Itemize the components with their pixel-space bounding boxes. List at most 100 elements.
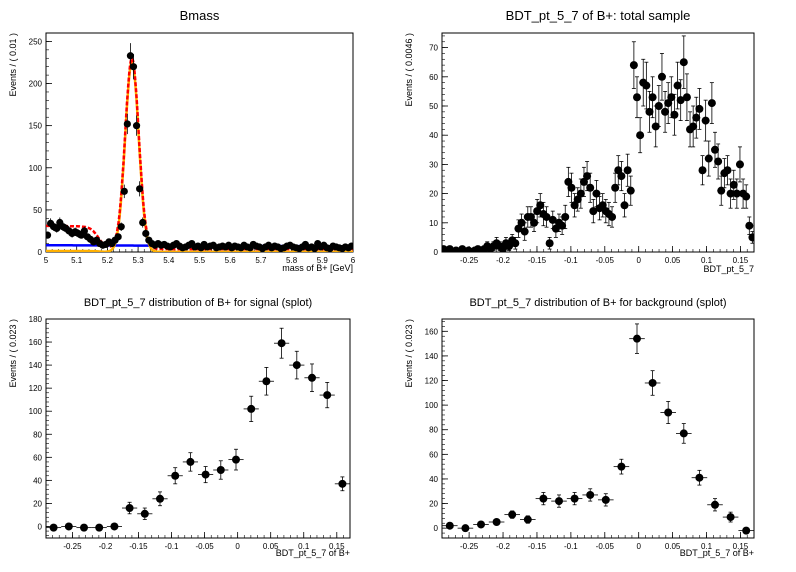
plot-area <box>442 35 754 252</box>
point-marker <box>589 207 598 216</box>
point-marker <box>308 373 316 382</box>
point-marker <box>726 513 735 522</box>
point-marker <box>651 122 660 131</box>
point-marker <box>657 72 666 81</box>
point-marker <box>517 218 526 227</box>
x-tick-label: 0.15 <box>733 542 749 551</box>
point-marker <box>673 81 682 90</box>
point-marker <box>126 52 135 60</box>
x-tick-label: 0.15 <box>733 256 749 265</box>
point-marker <box>623 166 632 175</box>
point-marker <box>545 239 554 248</box>
x-tick-label: -0.15 <box>129 542 148 551</box>
x-tick-label: -0.2 <box>99 542 113 551</box>
data-point <box>53 224 61 233</box>
point-marker <box>679 429 688 438</box>
y-tick-label: 180 <box>29 315 43 324</box>
data-point <box>608 206 617 228</box>
x-axis-label: mass of B+ [GeV] <box>282 263 353 273</box>
point-marker <box>508 510 517 519</box>
data-point <box>551 494 567 508</box>
point-marker <box>726 189 735 198</box>
point-marker <box>511 239 520 248</box>
data-point <box>654 85 663 127</box>
x-tick-label: -0.15 <box>528 542 547 551</box>
data-point <box>530 213 539 232</box>
data-point <box>182 452 198 472</box>
point-marker <box>661 107 670 116</box>
data-point <box>726 178 735 209</box>
x-tick-label: 5.1 <box>71 256 83 265</box>
data-point <box>701 99 710 142</box>
x-tick-label: -0.25 <box>63 542 82 551</box>
plot-frame <box>45 318 351 539</box>
data-point <box>114 233 122 241</box>
point-marker <box>558 221 567 230</box>
point-marker <box>620 201 629 210</box>
point-marker <box>611 183 620 192</box>
point-marker <box>729 180 738 189</box>
data-point <box>661 91 670 133</box>
point-marker <box>533 207 542 216</box>
y-tick-label: 120 <box>29 384 43 393</box>
point-marker <box>667 93 676 102</box>
data-point <box>126 43 135 69</box>
point-marker <box>626 186 635 195</box>
y-tick-label: 80 <box>429 426 438 435</box>
point-marker <box>573 195 582 204</box>
point-marker <box>477 520 485 529</box>
data-point <box>732 178 741 209</box>
x-tick-label: 0.15 <box>329 542 345 551</box>
point-marker <box>129 63 138 71</box>
point-marker <box>492 518 501 527</box>
panel-mass-fit: Bmass 5 5.1 5.2 5.3 5.4 5.5 5.6 5.7 5.8 5.9 6 0 50 100… <box>8 8 356 273</box>
point-marker <box>689 122 698 131</box>
data-point <box>617 161 626 192</box>
point-marker <box>520 227 529 236</box>
data-point <box>586 172 595 203</box>
data-point <box>142 229 150 238</box>
y-axis-label: Events / ( 0.023 ) <box>404 319 414 388</box>
x-tick-label: 0.1 <box>701 542 713 551</box>
data-point <box>120 184 128 199</box>
panel-bdt-signal: BDT_pt_5_7 distribution of B+ for signal… <box>8 297 351 558</box>
chart-title: BDT_pt_5_7 distribution of B+ for signal… <box>84 297 312 309</box>
point-marker <box>654 102 663 110</box>
y-tick-label: 30 <box>429 160 438 169</box>
point-marker <box>555 497 563 506</box>
point-marker <box>711 500 719 509</box>
y-tick-label: 10 <box>429 219 438 228</box>
data-point <box>698 155 707 186</box>
data-point <box>692 96 701 139</box>
plot-frame <box>45 32 354 253</box>
x-axis-label: BDT_pt_5_7 <box>703 264 754 274</box>
point-marker <box>156 494 164 503</box>
data-point <box>334 476 350 492</box>
point-marker <box>695 104 704 113</box>
point-marker <box>523 515 532 524</box>
point-marker <box>748 233 754 242</box>
x-axis-label: BDT_pt_5_7 of B+ <box>276 548 350 558</box>
data-point <box>620 193 629 218</box>
y-tick-label: 100 <box>29 407 43 416</box>
data-point <box>457 524 474 533</box>
data-point <box>136 181 144 197</box>
x-tick-label: 5.7 <box>255 256 267 265</box>
y-tick-label: 100 <box>29 164 43 173</box>
data-point <box>592 180 601 208</box>
point-marker <box>633 93 641 102</box>
data-point <box>742 184 751 209</box>
data-point <box>644 370 661 396</box>
data-point <box>748 231 754 244</box>
y-axis-label: Events / ( 0.0046 ) <box>404 33 414 107</box>
data-point <box>664 82 673 124</box>
point-marker <box>46 231 52 239</box>
data-point <box>676 423 692 444</box>
data-point <box>520 222 529 241</box>
point-marker <box>53 224 61 233</box>
y-axis-label: Events / ( 0.01 ) <box>8 33 18 97</box>
y-tick-label: 20 <box>33 499 42 508</box>
data-point <box>598 493 614 507</box>
data-point <box>545 236 554 250</box>
data-point <box>738 526 754 535</box>
